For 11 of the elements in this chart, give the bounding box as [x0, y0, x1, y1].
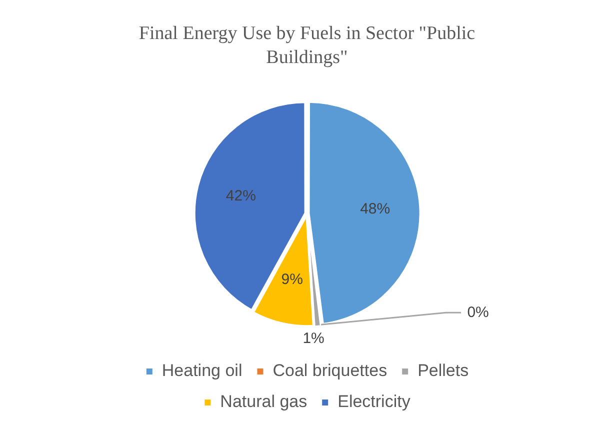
chart-title: Final Energy Use by Fuels in Sector "Public Buildings" — [138, 22, 476, 70]
data-label: 42% — [226, 188, 256, 205]
legend-label: Natural gas — [220, 392, 308, 412]
text: 0% — [467, 304, 489, 321]
data-label: 1% — [302, 330, 324, 348]
legend-label: Electricity — [338, 392, 411, 412]
legend-label: Pellets — [418, 361, 469, 380]
data-label: 9% — [281, 271, 303, 288]
legend-label: Coal briquettes — [272, 361, 388, 380]
data-label: 48% — [360, 200, 390, 218]
legend-label: Heating oil — [162, 361, 242, 380]
